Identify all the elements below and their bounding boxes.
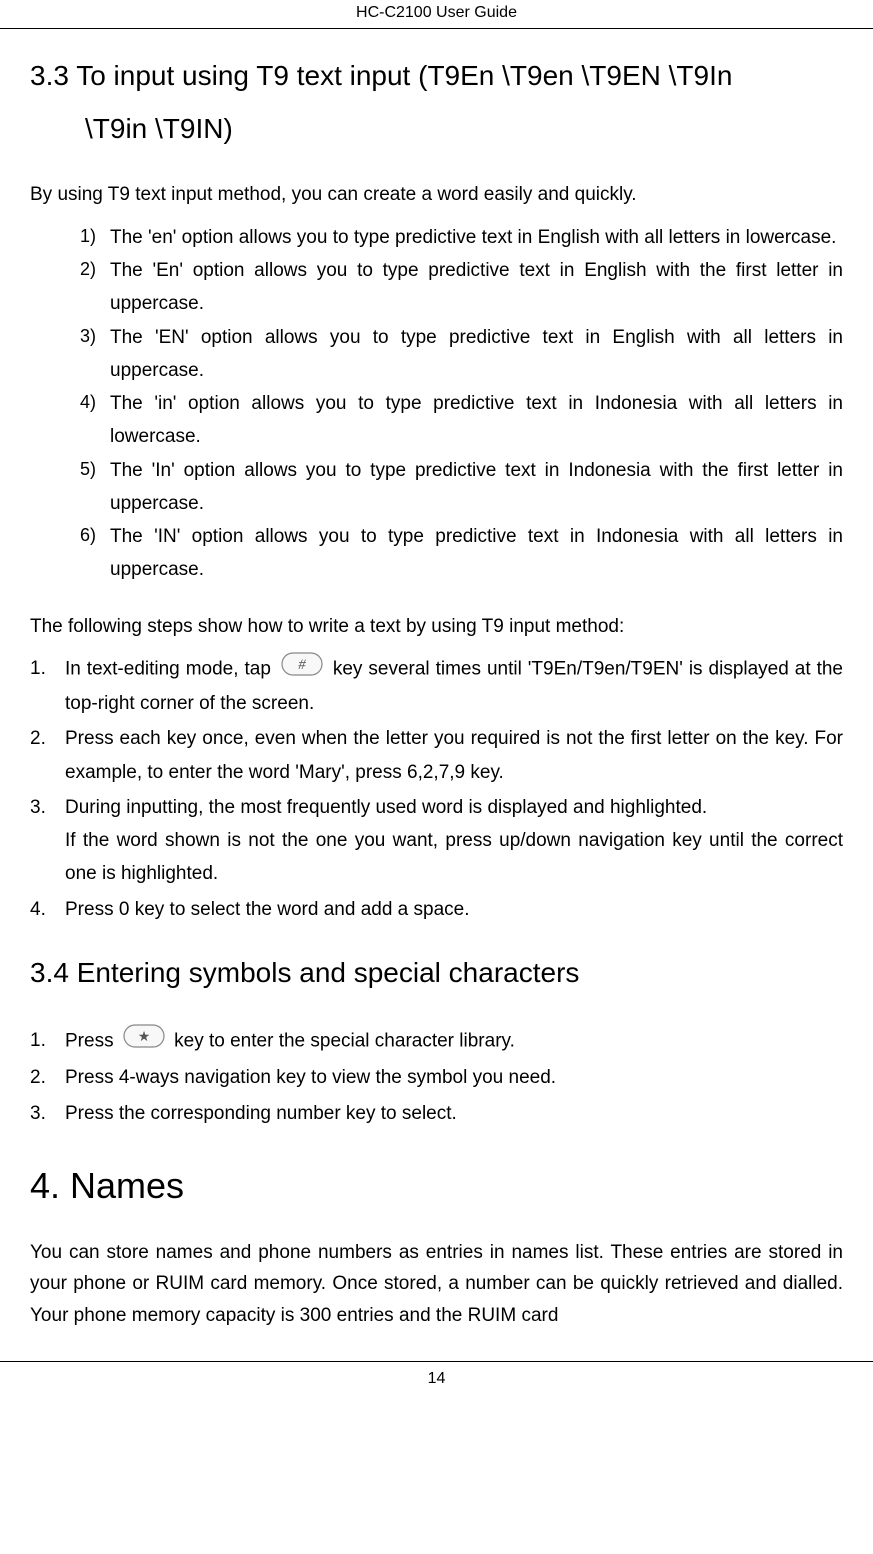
item-number: 6) xyxy=(80,520,110,587)
item-text: The 'EN' option allows you to type predi… xyxy=(110,321,843,388)
item-number: 4. xyxy=(30,893,65,926)
step-3-line-2: If the word shown is not the one you wan… xyxy=(65,830,843,884)
item-text: The 'In' option allows you to type predi… xyxy=(110,454,843,521)
item-number: 1) xyxy=(80,221,110,254)
list-item: 3.During inputting, the most frequently … xyxy=(30,791,843,891)
list-item: 1. Press ★ key to enter the special char… xyxy=(30,1024,843,1059)
hash-key-icon: # xyxy=(281,652,323,687)
list-item: 4.Press 0 key to select the word and add… xyxy=(30,893,843,926)
item-number: 3) xyxy=(80,321,110,388)
section-4-heading: 4. Names xyxy=(30,1165,843,1207)
item-text: Press the corresponding number key to se… xyxy=(65,1097,843,1130)
symbols-steps-list: 1. Press ★ key to enter the special char… xyxy=(30,1024,843,1130)
section-3-4-heading: 3.4 Entering symbols and special charact… xyxy=(30,946,843,999)
step-3-line-1: During inputting, the most frequently us… xyxy=(65,797,707,818)
section-3-3-intro: By using T9 text input method, you can c… xyxy=(30,180,843,210)
item-text: The 'IN' option allows you to type predi… xyxy=(110,520,843,587)
item-number: 2) xyxy=(80,254,110,321)
list-item: 2)The 'En' option allows you to type pre… xyxy=(80,254,843,321)
t9-steps-list: 1. In text-editing mode, tap # key sever… xyxy=(30,652,843,926)
item-number: 5) xyxy=(80,454,110,521)
list-item: 6)The 'IN' option allows you to type pre… xyxy=(80,520,843,587)
header-rule: HC-C2100 User Guide xyxy=(0,0,873,29)
item-number: 1. xyxy=(30,1024,65,1059)
item-number: 2. xyxy=(30,722,65,789)
header-title: HC-C2100 User Guide xyxy=(356,4,517,21)
item-number: 3. xyxy=(30,791,65,891)
item-text: In text-editing mode, tap # key several … xyxy=(65,652,843,721)
list-item: 1. In text-editing mode, tap # key sever… xyxy=(30,652,843,721)
star-key-icon: ★ xyxy=(123,1024,165,1059)
item-number: 1. xyxy=(30,652,65,721)
item-text: The 'en' option allows you to type predi… xyxy=(110,221,843,254)
step-pre-text: Press xyxy=(65,1031,119,1052)
item-text: The 'in' option allows you to type predi… xyxy=(110,387,843,454)
page-number: 14 xyxy=(428,1370,446,1387)
item-number: 3. xyxy=(30,1097,65,1130)
item-text: Press 0 key to select the word and add a… xyxy=(65,893,843,926)
item-text: Press each key once, even when the lette… xyxy=(65,722,843,789)
item-text: During inputting, the most frequently us… xyxy=(65,791,843,891)
list-item: 5)The 'In' option allows you to type pre… xyxy=(80,454,843,521)
step-post-text: key to enter the special character libra… xyxy=(174,1031,515,1052)
list-item: 3.Press the corresponding number key to … xyxy=(30,1097,843,1130)
list-item: 4)The 'in' option allows you to type pre… xyxy=(80,387,843,454)
item-text: Press 4-ways navigation key to view the … xyxy=(65,1061,843,1094)
svg-text:#: # xyxy=(298,657,306,673)
item-text: Press ★ key to enter the special charact… xyxy=(65,1024,843,1059)
steps-intro: The following steps show how to write a … xyxy=(30,612,843,642)
heading-line-1: 3.3 To input using T9 text input (T9En \… xyxy=(30,60,732,91)
list-item: 2.Press each key once, even when the let… xyxy=(30,722,843,789)
section-3-3-heading: 3.3 To input using T9 text input (T9En \… xyxy=(30,49,843,155)
item-text: The 'En' option allows you to type predi… xyxy=(110,254,843,321)
section-4-body: You can store names and phone numbers as… xyxy=(30,1237,843,1331)
footer-rule: 14 xyxy=(0,1361,873,1388)
list-item: 2.Press 4-ways navigation key to view th… xyxy=(30,1061,843,1094)
item-number: 2. xyxy=(30,1061,65,1094)
heading-line-2: \T9in \T9IN) xyxy=(30,102,843,155)
list-item: 3)The 'EN' option allows you to type pre… xyxy=(80,321,843,388)
svg-text:★: ★ xyxy=(138,1028,151,1044)
t9-options-list: 1)The 'en' option allows you to type pre… xyxy=(30,221,843,587)
page: HC-C2100 User Guide 3.3 To input using T… xyxy=(0,0,873,1388)
list-item: 1)The 'en' option allows you to type pre… xyxy=(80,221,843,254)
step-pre-text: In text-editing mode, tap xyxy=(65,659,277,680)
item-number: 4) xyxy=(80,387,110,454)
